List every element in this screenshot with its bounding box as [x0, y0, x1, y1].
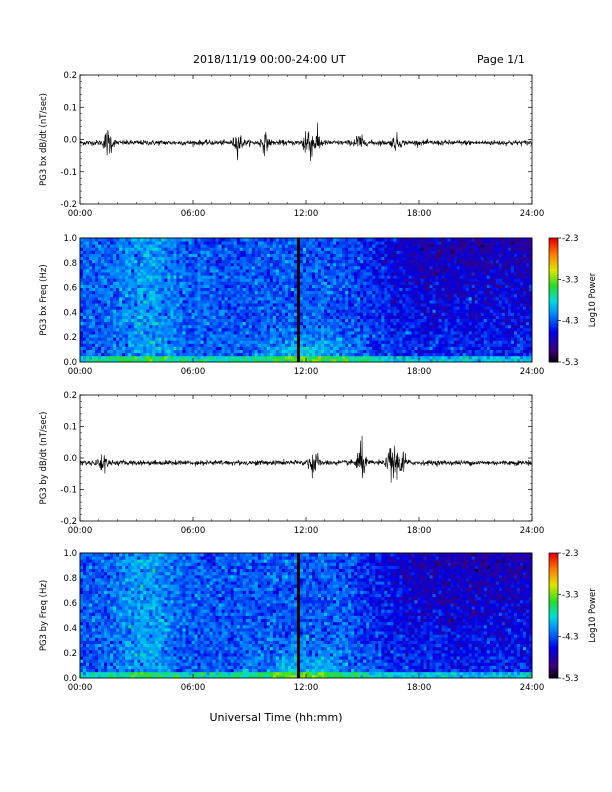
colorbar-tick-label: -3.3: [562, 275, 579, 285]
panel-1: 00:00 06:00 12:00 18:00 24:00 0.2 0.1 0.0 -0.1 -0…: [39, 71, 544, 219]
panel-3: 00:00 06:00 12:00 18:00 24:00 0.2 0.1 0.0 -0.1 -0…: [39, 391, 544, 536]
y-axis-label: PG3 bx dB/dt (nT/sec): [39, 93, 49, 186]
series-line: [79, 122, 533, 162]
x-tick-label: 00:00: [68, 209, 93, 219]
x-tick-label: 00:00: [68, 526, 93, 536]
colorbar-label: Log10 Power: [588, 588, 598, 643]
y-tick-label: -0.2: [60, 200, 77, 210]
y-tick-label: 0.2: [63, 333, 77, 343]
x-tick-label: 06:00: [181, 209, 206, 219]
x-tick-label: 18:00: [407, 209, 432, 219]
colorbar-frame: [548, 237, 559, 363]
data-gap-marker: [296, 553, 300, 678]
y-tick-label: 0.0: [63, 358, 77, 368]
heatmap-cells: [80, 238, 533, 363]
y-tick-label: 1.0: [63, 234, 77, 244]
panel-4: 00:00 06:00 12:00 18:00 24:00 1.0 0.8 0.6 0.4 0.2…: [39, 549, 544, 693]
y-tick-label: 0.0: [63, 674, 77, 684]
x-tick-label: 24:00: [520, 526, 545, 536]
page-number: Page 1/1: [477, 53, 525, 66]
y-axis-label: PG3 bx Freq (Hz): [39, 264, 49, 335]
x-tick-label: 18:00: [407, 367, 432, 377]
colorbar-4: -2.3 -3.3 -4.3 -5.3 Log10 Power: [548, 549, 598, 684]
series-line: [79, 435, 533, 483]
heatmap-cells: [80, 553, 533, 679]
y-tick-label: 0.4: [63, 624, 77, 634]
y-tick-label: 0.2: [63, 649, 77, 659]
y-tick-label: 0.0: [63, 454, 77, 464]
y-tick-label: 0.4: [63, 308, 77, 318]
x-tick-label: 18:00: [407, 683, 432, 693]
y-tick-label: -0.1: [60, 168, 77, 178]
y-tick-label: 0.2: [63, 391, 77, 401]
x-tick-label: 06:00: [181, 683, 206, 693]
x-tick-label: 12:00: [294, 209, 319, 219]
x-tick-label: 24:00: [520, 209, 545, 219]
x-tick-label: 00:00: [68, 683, 93, 693]
colorbar-tick-label: -4.3: [562, 632, 579, 642]
colorbar-tick-label: -2.3: [562, 549, 579, 559]
x-tick-label: 06:00: [181, 526, 206, 536]
data-gap-marker: [296, 238, 300, 362]
colorbar-label: Log10 Power: [588, 272, 598, 327]
x-tick-label: 06:00: [181, 367, 206, 377]
y-tick-label: 0.2: [63, 71, 77, 81]
y-tick-label: 0.6: [63, 284, 77, 294]
colorbar-2: -2.3 -3.3 -4.3 -5.3 Log10 Power: [548, 234, 598, 368]
x-tick-label: 24:00: [520, 367, 545, 377]
y-tick-label: 0.6: [63, 599, 77, 609]
colorbar-tick-label: -5.3: [562, 358, 579, 368]
x-tick-label: 00:00: [68, 367, 93, 377]
y-tick-label: 0.1: [63, 103, 77, 113]
colorbar-tick-label: -2.3: [562, 234, 579, 244]
colorbar-tick-label: -4.3: [562, 317, 579, 327]
y-tick-label: -0.2: [60, 517, 77, 527]
x-tick-label: 12:00: [294, 526, 319, 536]
y-tick-label: 0.1: [63, 423, 77, 433]
plot-frame: [79, 394, 533, 522]
x-tick-label: 12:00: [294, 367, 319, 377]
y-axis-label: PG3 by Freq (Hz): [39, 580, 49, 651]
y-axis-label: PG3 by dB/dt (nT/sec): [39, 412, 49, 505]
colorbar-tick-label: -3.3: [562, 591, 579, 601]
x-tick-label: 18:00: [407, 526, 432, 536]
colorbar-tick-label: -5.3: [562, 674, 579, 684]
y-tick-label: 0.0: [63, 136, 77, 146]
x-axis-label: Universal Time (hh:mm): [209, 711, 343, 724]
y-tick-label: 0.8: [63, 259, 77, 269]
colorbar-frame: [548, 552, 559, 679]
panel-2: 00:00 06:00 12:00 18:00 24:00 1.0 0.8 0.6 0.4 0.2…: [39, 234, 544, 377]
y-tick-label: 0.8: [63, 574, 77, 584]
x-tick-label: 24:00: [520, 683, 545, 693]
y-tick-label: -0.1: [60, 486, 77, 496]
figure-title: 2018/11/19 00:00-24:00 UT: [193, 53, 346, 66]
y-tick-label: 1.0: [63, 549, 77, 559]
x-tick-label: 12:00: [294, 683, 319, 693]
